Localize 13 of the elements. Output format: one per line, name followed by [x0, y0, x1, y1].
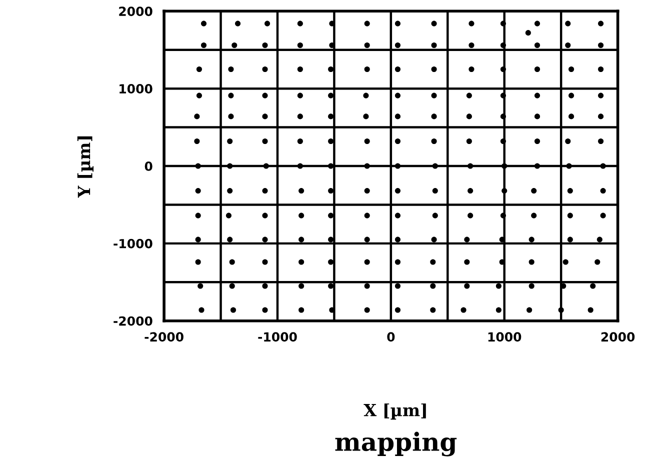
x-axis-title: X [µm]: [364, 403, 426, 420]
x-tick-label: -1000: [258, 332, 297, 342]
y-tick-label: 2000: [119, 6, 152, 16]
y-tick-label: -2000: [114, 316, 152, 326]
y-tick-label: -1000: [114, 238, 152, 248]
x-tick-label: 0: [387, 332, 395, 342]
text: mapping: [335, 432, 457, 456]
x-tick-label: 2000: [601, 332, 635, 342]
y-tick-label: 0: [144, 161, 152, 171]
y-tick-label: 1000: [120, 84, 152, 94]
y-axis-title: Y [µm]: [77, 136, 94, 198]
x-tick-label: -2000: [144, 332, 184, 342]
x-tick-label: 1000: [488, 332, 522, 342]
